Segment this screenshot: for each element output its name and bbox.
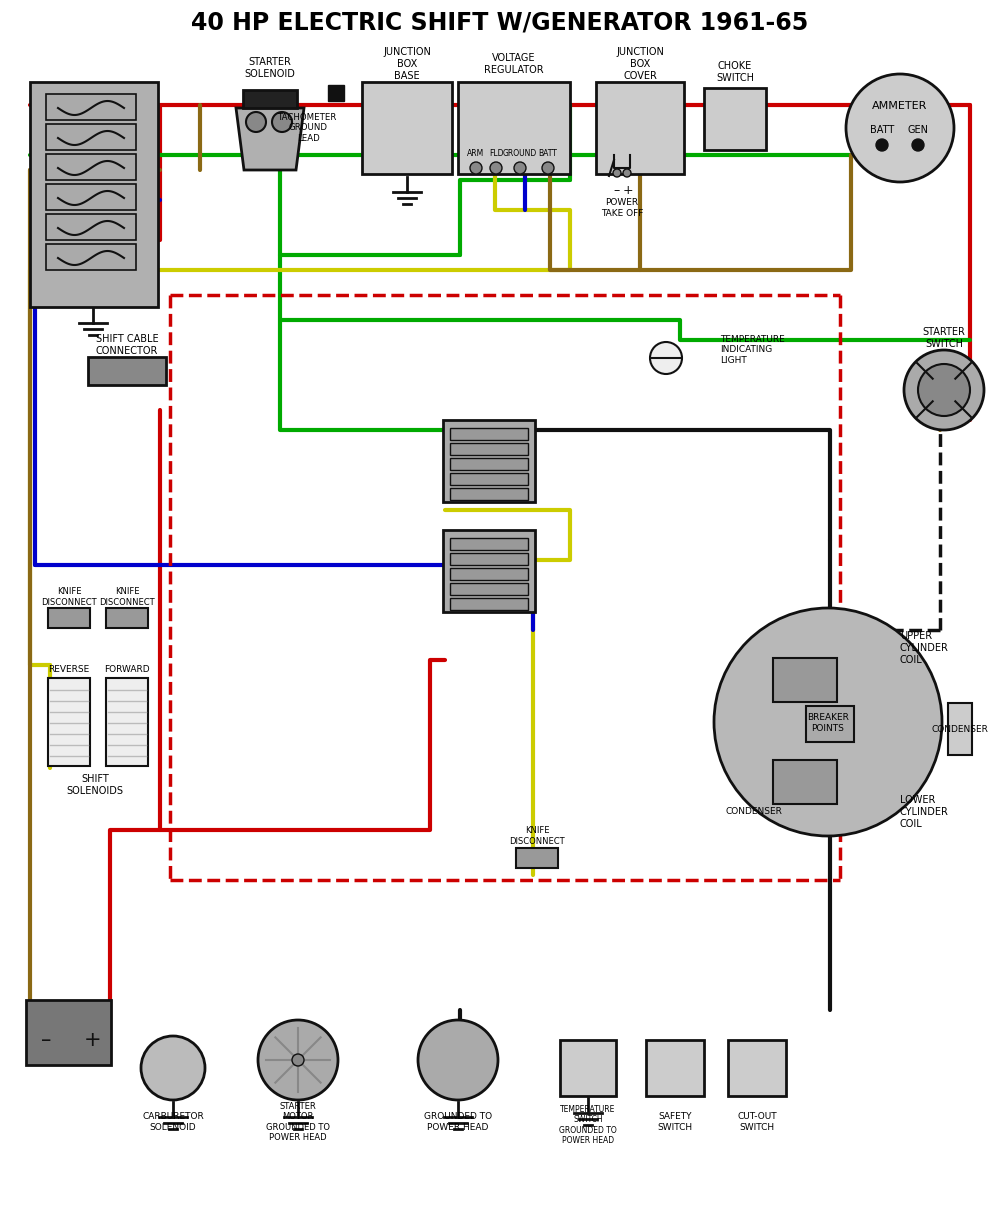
Bar	[450, 567, 528, 580]
Text: SAFETY
SWITCH: SAFETY SWITCH	[657, 1112, 693, 1131]
Bar	[30, 82, 158, 307]
Text: REVERSE: REVERSE	[48, 664, 90, 674]
Bar	[948, 703, 972, 755]
Circle shape	[470, 162, 482, 174]
Bar	[458, 82, 570, 174]
Bar	[728, 1041, 786, 1096]
Text: CUT-OUT
SWITCH: CUT-OUT SWITCH	[737, 1112, 777, 1131]
Bar	[46, 123, 136, 150]
Text: KNIFE
DISCONNECT: KNIFE DISCONNECT	[41, 587, 97, 606]
Text: BATT: BATT	[539, 150, 557, 159]
Bar	[450, 598, 528, 610]
Circle shape	[904, 350, 984, 430]
Circle shape	[258, 1020, 338, 1100]
Bar	[362, 82, 452, 174]
Text: GROUND: GROUND	[503, 150, 537, 159]
Text: TACHOMETER
GROUND
LEAD: TACHOMETER GROUND LEAD	[278, 113, 338, 143]
Bar	[46, 244, 136, 270]
Circle shape	[876, 139, 888, 151]
Bar	[450, 428, 528, 440]
Text: SHIFT CABLE
CONNECTOR: SHIFT CABLE CONNECTOR	[96, 334, 158, 356]
Bar	[560, 1041, 616, 1096]
Bar	[450, 553, 528, 565]
Circle shape	[514, 162, 526, 174]
Circle shape	[542, 162, 554, 174]
Text: BATT: BATT	[870, 125, 894, 136]
Text: BREAKER
POINTS: BREAKER POINTS	[807, 714, 849, 733]
Text: JUNCTION
BOX
BASE: JUNCTION BOX BASE	[383, 47, 431, 81]
Bar	[773, 658, 837, 702]
Text: TEMPERATURE
INDICATING
LIGHT: TEMPERATURE INDICATING LIGHT	[720, 335, 785, 365]
Circle shape	[272, 113, 292, 132]
Text: SHIFT
SOLENOIDS: SHIFT SOLENOIDS	[66, 774, 124, 796]
Bar	[450, 538, 528, 551]
Text: CONDENSER: CONDENSER	[726, 807, 782, 817]
Text: FORWARD: FORWARD	[104, 664, 150, 674]
Text: KNIFE
DISCONNECT: KNIFE DISCONNECT	[509, 826, 565, 846]
Circle shape	[613, 169, 621, 177]
Circle shape	[623, 169, 631, 177]
Bar	[46, 154, 136, 180]
Bar	[46, 94, 136, 120]
Bar	[26, 999, 111, 1065]
Bar	[596, 82, 684, 174]
Text: STARTER
MOTOR
GROUNDED TO
POWER HEAD: STARTER MOTOR GROUNDED TO POWER HEAD	[266, 1102, 330, 1142]
Text: STARTER
SWITCH: STARTER SWITCH	[923, 327, 965, 348]
Bar	[773, 760, 837, 803]
Circle shape	[714, 607, 942, 836]
Bar	[443, 530, 535, 612]
Bar	[328, 85, 344, 100]
Text: AMMETER: AMMETER	[872, 100, 928, 111]
Bar	[46, 184, 136, 211]
Text: CONDENSER: CONDENSER	[932, 726, 988, 734]
Circle shape	[918, 364, 970, 416]
Bar	[106, 678, 148, 766]
Bar	[516, 848, 558, 868]
Text: UPPER
CYLINDER
COIL: UPPER CYLINDER COIL	[900, 632, 949, 664]
Polygon shape	[236, 108, 304, 169]
Bar	[48, 678, 90, 766]
Text: TEMPERATURE
SWITCH
GROUNDED TO
POWER HEAD: TEMPERATURE SWITCH GROUNDED TO POWER HEA…	[559, 1105, 617, 1145]
Circle shape	[650, 342, 682, 374]
Circle shape	[912, 139, 924, 151]
Circle shape	[418, 1020, 498, 1100]
Bar	[646, 1041, 704, 1096]
Bar	[450, 459, 528, 469]
Text: ARM: ARM	[467, 150, 485, 159]
Bar	[46, 214, 136, 240]
Bar	[450, 473, 528, 485]
Bar	[48, 607, 90, 628]
Bar	[450, 488, 528, 500]
Text: GROUNDED TO
POWER HEAD: GROUNDED TO POWER HEAD	[424, 1112, 492, 1131]
Circle shape	[490, 162, 502, 174]
Circle shape	[846, 74, 954, 182]
Circle shape	[141, 1036, 205, 1100]
Text: +: +	[623, 184, 633, 197]
Text: CARBURETOR
SOLENOID: CARBURETOR SOLENOID	[142, 1112, 204, 1131]
Bar	[704, 88, 766, 150]
Bar	[88, 357, 166, 385]
Bar	[806, 705, 854, 742]
Text: STARTER
SOLENOID: STARTER SOLENOID	[245, 57, 295, 79]
Circle shape	[246, 113, 266, 132]
Text: +: +	[84, 1030, 102, 1050]
Text: CHOKE
SWITCH: CHOKE SWITCH	[716, 62, 754, 82]
Text: LOWER
CYLINDER
COIL: LOWER CYLINDER COIL	[900, 795, 949, 829]
Text: 40 HP ELECTRIC SHIFT W/GENERATOR 1961-65: 40 HP ELECTRIC SHIFT W/GENERATOR 1961-65	[191, 10, 809, 34]
Text: GEN: GEN	[908, 125, 928, 136]
Text: VOLTAGE
REGULATOR: VOLTAGE REGULATOR	[484, 53, 544, 75]
Text: POWER
TAKE OFF: POWER TAKE OFF	[601, 198, 643, 218]
Bar	[243, 90, 297, 108]
Text: –: –	[41, 1030, 51, 1050]
Text: –: –	[614, 184, 620, 197]
Bar	[450, 443, 528, 455]
Text: JUNCTION
BOX
COVER: JUNCTION BOX COVER	[616, 47, 664, 81]
Bar	[443, 420, 535, 502]
Text: FLD: FLD	[489, 150, 503, 159]
Circle shape	[292, 1054, 304, 1066]
Text: KNIFE
DISCONNECT: KNIFE DISCONNECT	[99, 587, 155, 606]
Bar	[450, 583, 528, 595]
Bar	[106, 607, 148, 628]
